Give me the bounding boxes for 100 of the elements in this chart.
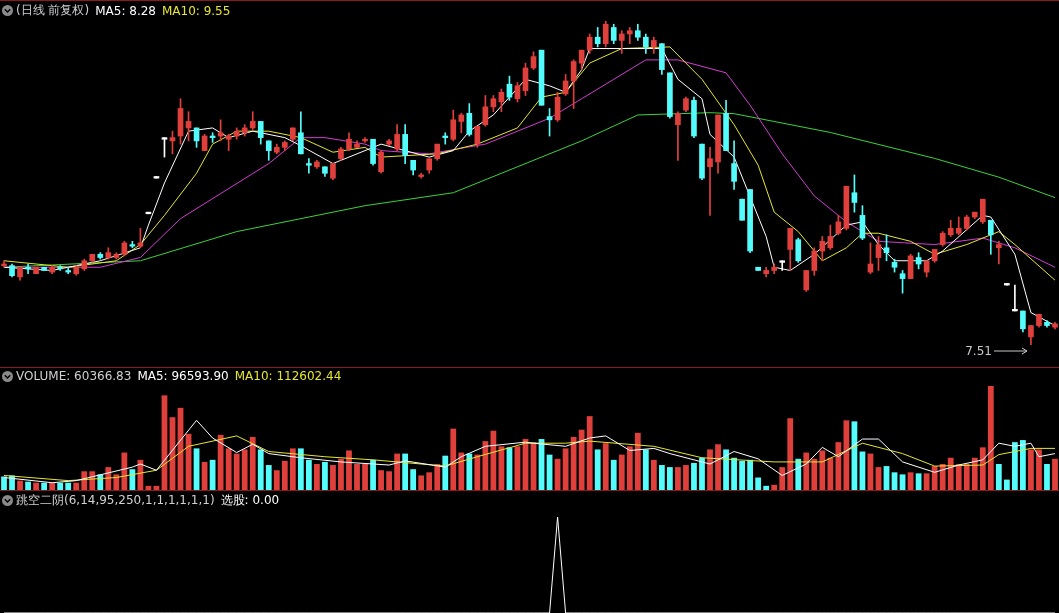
candlestick [41,266,47,271]
bar [658,465,665,490]
bar [129,469,136,490]
bar [1028,449,1034,490]
bar [273,470,280,490]
text: 选股: 0.00 [220,492,280,509]
candlestick [33,266,39,275]
bar [602,443,609,490]
bar [442,455,449,490]
bar [73,482,80,490]
chart-title: 跳空二阴(6,14,95,250,1,1,1,1,1,1) [16,492,215,509]
bar [338,458,344,490]
bar [955,464,962,490]
bar [1003,479,1010,490]
bar [121,452,128,490]
bar [257,449,264,490]
bar [217,434,224,490]
candlestick [755,266,761,271]
bar [65,482,72,490]
bar [835,442,842,490]
bar [297,448,304,490]
bar [971,457,978,490]
bar [626,446,633,490]
bar [289,448,296,490]
bar [281,460,288,490]
bar [225,448,232,490]
bar [787,418,794,490]
bar [723,449,729,490]
bar [434,464,441,490]
bar [570,436,577,490]
bar [1020,440,1026,490]
bar [466,453,473,490]
bar [322,461,328,490]
candlestick [306,158,312,174]
bar [634,432,641,490]
bar [41,482,48,490]
bar [979,447,986,490]
bar [410,469,417,490]
text: MA5: 8.28 [95,3,156,18]
bar [378,470,384,490]
bar [731,457,737,490]
candlestick [779,260,786,271]
bar [354,464,360,490]
bar [923,473,930,490]
bar [1011,442,1018,490]
bar [1,476,7,490]
bar [675,467,681,490]
bar [450,428,457,490]
bar [241,449,248,490]
bar [747,459,754,490]
bar [610,459,617,490]
bar [618,454,625,490]
bar [233,453,240,490]
bar [699,457,705,490]
bar [265,465,272,490]
bar [707,449,713,490]
bar [683,465,689,490]
candlestick [1004,283,1010,286]
bar [803,452,810,490]
bar [739,460,745,490]
bar [113,474,120,490]
bar [394,453,401,490]
bar [578,429,585,490]
bar [402,453,409,490]
bar [474,454,481,490]
bar [931,466,938,490]
bar [249,436,256,490]
bar [650,459,657,490]
bar [715,444,721,490]
chart-title: VOLUME: 60366.83 [16,369,132,383]
bar [1036,449,1042,490]
bar [370,459,376,490]
chart-title: (日线 前复权) [16,2,90,19]
text: MA10: 112602.44 [234,369,342,383]
bar [779,467,786,490]
bar [57,482,64,490]
bar [426,472,433,490]
bar [811,458,818,490]
bar [763,485,770,490]
bar [346,450,352,490]
bar [827,457,834,490]
bar [314,464,320,490]
bar [642,449,649,490]
text: MA5: 96593.90 [137,369,229,383]
bar [755,477,762,490]
bar [995,464,1002,490]
bar [458,452,465,490]
bar [17,480,23,490]
bar [691,462,697,490]
bar [482,441,489,490]
bar [33,482,39,490]
bar [963,464,970,490]
text: MA10: 9.55 [161,3,231,18]
bar [386,471,392,490]
bar [947,457,954,490]
bar [1044,464,1050,490]
candlestick [739,198,745,221]
bar [330,465,336,490]
bar [667,467,673,490]
bar [1052,458,1058,490]
